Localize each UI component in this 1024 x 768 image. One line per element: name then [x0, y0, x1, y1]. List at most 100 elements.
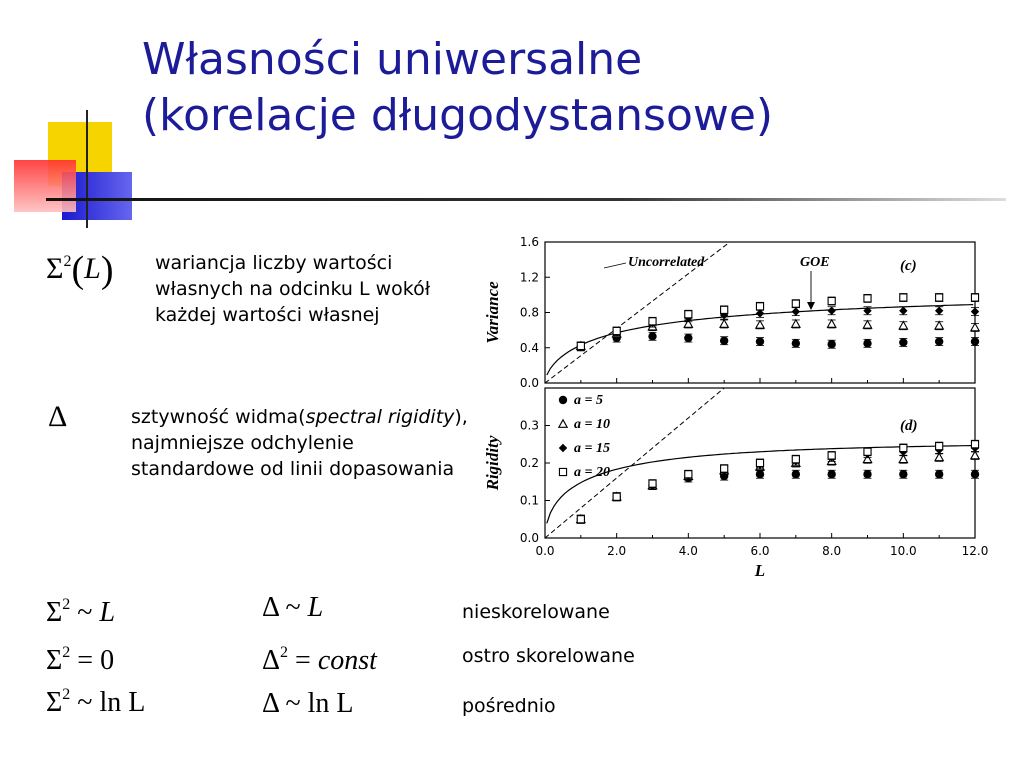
panel-d-point-s4	[755, 458, 765, 468]
panel-c-point-s3	[899, 306, 908, 315]
annotation-goe-arrowhead	[807, 302, 815, 310]
xtick-label: 10.0	[890, 544, 917, 558]
relation-row-1-delta-rel: ~	[285, 592, 301, 623]
sigma-squared-of-l-symbol: Σ2(L)	[46, 249, 114, 291]
panel-c-ytick-label: 0.0	[520, 376, 539, 390]
panel-d-ytick-label: 0.3	[520, 419, 539, 433]
panel-c-point-s4	[935, 293, 944, 302]
relation-row-2-delta: Δ2 = const	[262, 644, 377, 676]
panel-d-point-s2	[969, 450, 981, 460]
xtick-label: 12.0	[962, 544, 989, 558]
deco-horizontal-line	[46, 198, 1006, 201]
legend-marker-4	[558, 467, 568, 477]
panel-d-point-s4	[899, 443, 908, 453]
panel-c-ylabel: Variance	[483, 281, 502, 344]
panel-c-point-s2	[862, 319, 873, 329]
relation-row-1-delta-lhs: Δ	[262, 592, 279, 623]
rigidity-definition-text-2: ), najmniejsze odchylenie standardowe od…	[131, 406, 468, 480]
relation-row-2-sigma-rhs: 0	[100, 645, 115, 676]
slide-title: Własności uniwersalne (korelacje długody…	[142, 32, 1002, 144]
relation-row-3-delta-lhs: Δ	[262, 688, 279, 719]
panel-d-uncorrelated-line	[544, 387, 725, 539]
panel-c-point-s2	[719, 318, 730, 328]
panel-d-ytick-label: 0.2	[520, 456, 539, 470]
panel-c-point-s1	[970, 337, 980, 346]
xtick-label: 4.0	[679, 544, 698, 558]
panel-d-point-s4	[791, 455, 800, 464]
relation-row-3-delta-rel: ~	[285, 688, 301, 719]
panel-d-point-s4	[720, 464, 729, 473]
panel-c-point-s1	[827, 340, 836, 349]
deco-vertical-line	[86, 110, 88, 228]
panel-c-point-s4	[755, 302, 765, 311]
panel-d-point-s2	[934, 452, 945, 462]
panel-c-point-s1	[791, 339, 801, 348]
panel-c-ytick-label: 0.8	[520, 306, 539, 320]
variance-definition: wariancja liczby wartości własnych na od…	[155, 252, 431, 326]
panel-c-point-s4	[576, 341, 585, 351]
relation-row-1-sigma-rhs: L	[99, 597, 116, 628]
annotation-goe: GOE	[800, 255, 830, 270]
panel-c-point-s4	[720, 305, 729, 314]
panel-d-point-s1	[934, 470, 944, 479]
relation-row-1-sigma-rel: ~	[77, 597, 93, 628]
legend-label-4: a = 20	[574, 465, 610, 480]
xtick-label: 2.0	[607, 544, 626, 558]
panel-c-point-s4	[612, 326, 621, 336]
relation-row-3-sigma-rhs: ln L	[99, 687, 146, 718]
panel-c-ytick-label: 1.2	[520, 270, 539, 284]
annotation-uncorrelated: Uncorrelated	[628, 255, 705, 270]
panel-d-point-s1	[863, 470, 872, 479]
legend-marker-1	[558, 395, 568, 405]
panel-c-point-s4	[970, 293, 980, 302]
panel-d-point-s1	[791, 470, 801, 479]
legend-label-2: a = 10	[574, 417, 610, 432]
panel-d-fit-curve	[546, 445, 974, 524]
xtick-label: 6.0	[750, 544, 769, 558]
panel-d-point-s4	[970, 440, 980, 449]
title-line-1: Własności uniwersalne	[142, 34, 643, 85]
relation-row-2-delta-rhs: const	[317, 645, 377, 676]
rigidity-definition-italic: spectral rigidity	[305, 406, 455, 428]
deco-red-square	[14, 160, 76, 212]
relation-row-2-label: ostro skorelowane	[462, 645, 635, 667]
annotation-uncorrelated-pointer	[603, 262, 627, 269]
panel-d-point-s1	[755, 470, 765, 479]
panel-c-point-s4	[899, 293, 908, 302]
panel-c-point-s1	[684, 333, 693, 343]
panel-c-point-s4	[827, 296, 836, 306]
panel-c-point-s2	[898, 320, 909, 330]
panel-c-point-s2	[683, 318, 694, 328]
rigidity-definition: sztywność widma(spectral rigidity), najm…	[131, 404, 476, 482]
panel-c-point-s4	[863, 294, 872, 303]
relation-row-2-sigma-rel: =	[77, 645, 94, 676]
relation-row-3-sigma: Σ2 ~ ln L	[46, 686, 146, 718]
panel-c-point-s2	[754, 319, 766, 329]
relation-row-1-delta-rhs: L	[307, 592, 324, 623]
panel-c-point-s3	[755, 309, 765, 318]
relation-row-2-sigma: Σ2 = 0	[46, 644, 115, 676]
legend-label-3: a = 15	[574, 441, 610, 456]
xtick-label: 0.0	[535, 544, 554, 558]
panel-c-point-s2	[934, 320, 945, 330]
panel-c-point-s2	[790, 318, 801, 328]
panel-c-point-s4	[648, 317, 657, 326]
panel-c-ytick-label: 0.4	[520, 341, 539, 355]
panel-d-point-s1	[970, 470, 980, 479]
panel-c-point-s4	[684, 310, 693, 319]
panel-c-point-s1	[863, 339, 872, 348]
legend-label-1: a = 5	[574, 393, 603, 408]
panel-d-label: (d)	[900, 418, 918, 434]
rigidity-definition-text-1: sztywność widma(	[131, 406, 306, 428]
relation-row-1-delta: Δ ~ L	[262, 592, 323, 624]
xtick-label: 8.0	[822, 544, 841, 558]
delta-symbol: Δ	[48, 400, 68, 433]
panel-c-point-s3	[934, 306, 944, 315]
panel-d-point-s4	[576, 515, 585, 524]
panel-d-point-s4	[648, 479, 657, 488]
x-axis-label: L	[754, 561, 765, 580]
panel-d-point-s4	[612, 492, 621, 501]
panel-d-ytick-label: 0.0	[520, 531, 539, 545]
relation-row-3-delta: Δ ~ ln L	[262, 688, 354, 720]
panel-c-label: (c)	[900, 258, 917, 274]
